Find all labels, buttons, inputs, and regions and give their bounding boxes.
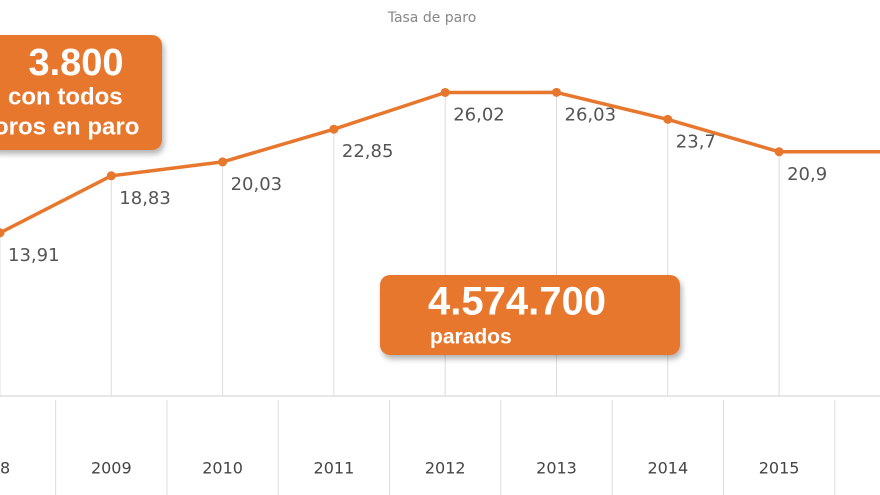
point	[774, 147, 784, 157]
data-label: 26,02	[453, 104, 505, 125]
point	[663, 114, 673, 124]
annotation-text: parados	[430, 326, 512, 349]
chart-title: Tasa de paro	[387, 10, 477, 26]
annotation-text: 4.574.700	[428, 280, 606, 324]
data-label: 26,03	[565, 104, 617, 125]
annotation-box	[380, 275, 680, 355]
annotation-text: oros en paro	[0, 113, 139, 140]
x-tick-label: 2009	[91, 459, 132, 478]
annotation-box	[0, 35, 162, 150]
point	[0, 228, 5, 238]
x-tick-label: 08	[0, 459, 10, 478]
data-label: 20,9	[787, 164, 827, 185]
x-tick-label: 2011	[314, 459, 355, 478]
x-tick-label: 2010	[202, 459, 243, 478]
x-tick-label: 2014	[647, 459, 688, 478]
data-label: 18,83	[119, 188, 171, 209]
annotation-text: 3.800	[28, 42, 123, 84]
x-tick-label: 2013	[536, 459, 577, 478]
point	[106, 171, 116, 181]
data-label: 22,85	[342, 141, 394, 162]
x-tick-label: 2015	[759, 459, 800, 478]
point	[329, 124, 339, 134]
data-label: 13,91	[8, 245, 60, 266]
data-label: 23,7	[676, 131, 716, 152]
annotation-text: con todos	[8, 83, 123, 110]
point	[218, 157, 228, 167]
x-tick-label: 2012	[425, 459, 466, 478]
point	[552, 87, 561, 97]
point	[440, 87, 450, 97]
data-label: 20,03	[231, 174, 283, 195]
